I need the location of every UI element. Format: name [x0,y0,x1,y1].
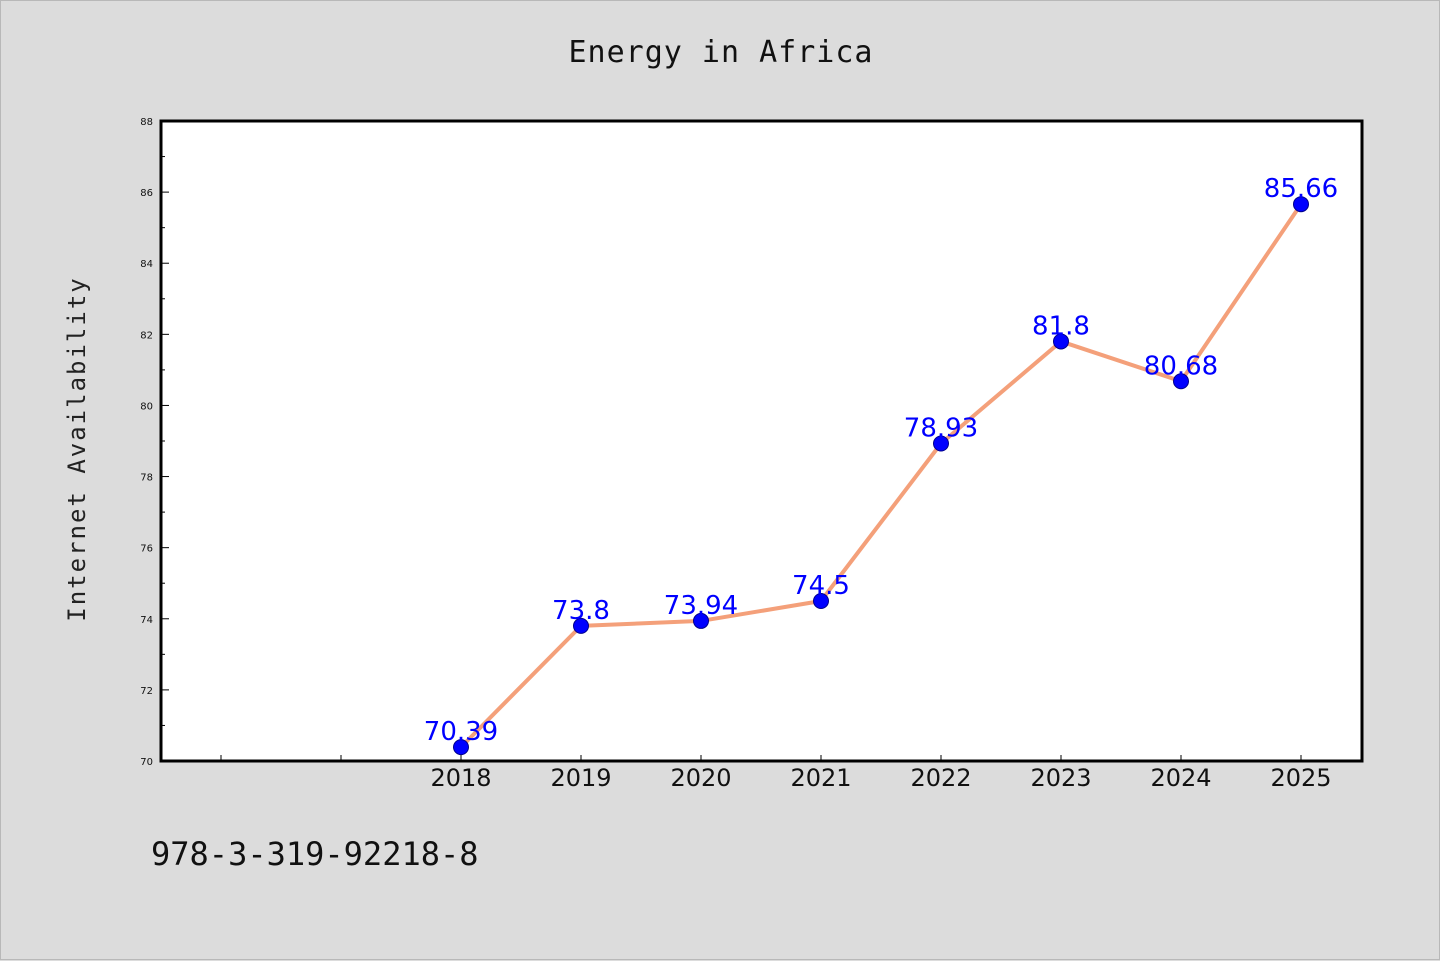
chart-title: Energy in Africa [568,35,874,70]
x-tick-label: 2023 [1030,764,1091,792]
data-point [1173,373,1189,390]
data-label: 73.94 [664,591,738,621]
data-label: 70.39 [424,717,498,747]
data-point [1293,196,1309,213]
x-tick-label: 2025 [1270,764,1331,792]
y-tick-label: 72 [140,686,153,697]
data-label: 81.8 [1032,311,1090,341]
y-tick-label: 86 [140,188,153,199]
data-label: 85.66 [1264,174,1338,204]
y-tick-label: 76 [140,544,153,555]
data-point [1053,333,1069,350]
data-point [573,617,589,634]
data-label: 74.5 [792,571,850,601]
y-tick-label: 74 [140,615,153,626]
data-label: 78.93 [904,413,978,443]
data-label: 80.68 [1144,351,1218,381]
y-tick-label: 88 [140,117,153,128]
y-tick-label: 82 [140,330,153,341]
y-tick-label: 80 [140,401,153,412]
x-tick-label: 2022 [910,764,971,792]
y-tick-label: 70 [140,757,153,768]
y-tick-label: 84 [140,259,153,270]
plot-area [161,121,1362,761]
data-label: 73.8 [552,596,610,626]
data-point [453,739,469,756]
data-point [693,612,709,629]
x-tick-label: 2021 [790,764,851,792]
data-point [813,593,829,609]
x-tick-label: 2019 [550,764,611,792]
series-line [459,202,1303,750]
x-tick-label: 2020 [670,764,731,792]
x-tick-label: 2018 [430,764,491,792]
x-tick-label: 2024 [1150,764,1211,792]
plot-frame [159,119,1364,763]
data-point [933,435,949,452]
footer-code: 978-3-319-92218-8 [151,835,479,873]
y-tick-label: 78 [140,473,153,484]
